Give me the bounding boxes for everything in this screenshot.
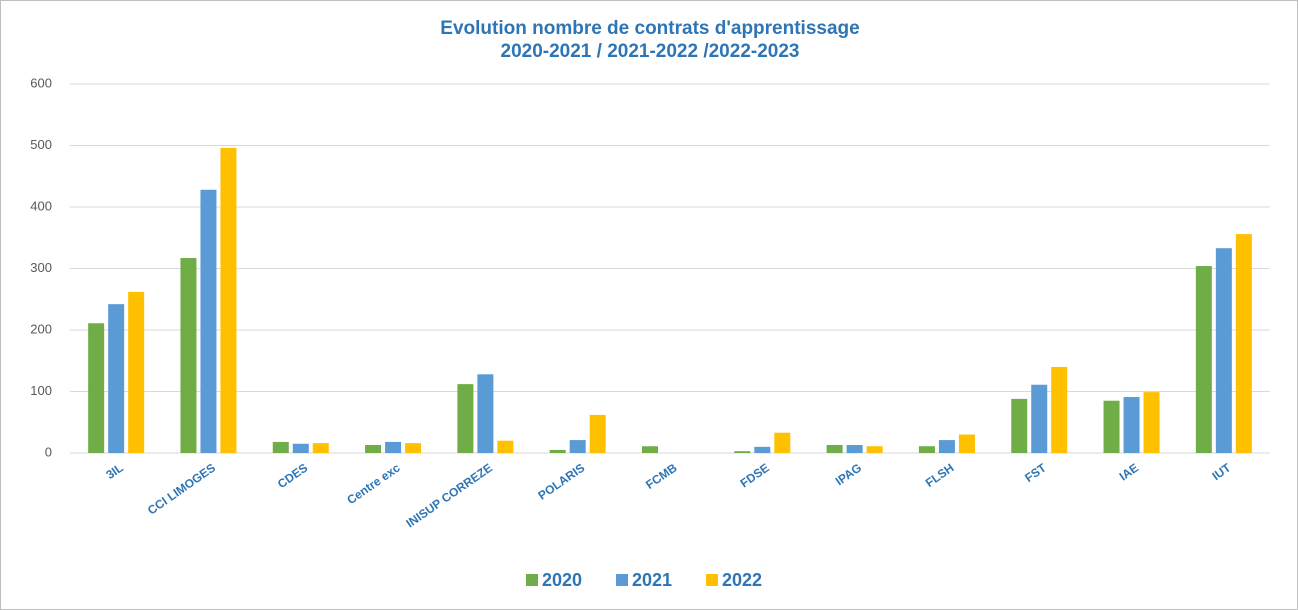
bar — [1195, 266, 1212, 453]
bar — [958, 434, 975, 453]
bar — [866, 446, 883, 453]
y-tick-label: 300 — [30, 260, 52, 275]
bar — [457, 384, 474, 453]
bar — [292, 443, 309, 453]
bar — [918, 446, 935, 453]
bar — [938, 440, 955, 453]
bar — [734, 451, 751, 453]
legend-label: 2020 — [542, 570, 582, 590]
bar — [312, 443, 329, 453]
bar — [1143, 392, 1160, 453]
bar — [1235, 234, 1252, 453]
bar — [272, 441, 289, 453]
bar — [549, 449, 566, 453]
bar — [569, 440, 586, 453]
bar — [1011, 398, 1028, 453]
chart-subtitle: 2020-2021 / 2021-2022 /2022-2023 — [501, 41, 800, 62]
legend-swatch — [616, 574, 628, 586]
bar — [754, 446, 771, 453]
y-tick-label: 600 — [30, 75, 52, 90]
bar — [108, 304, 125, 453]
bar — [642, 446, 658, 453]
bar — [497, 440, 514, 453]
bar — [477, 374, 494, 453]
bar — [774, 432, 791, 453]
legend-swatch — [706, 574, 718, 586]
bar — [589, 414, 606, 453]
y-tick-label: 0 — [45, 444, 52, 459]
bar — [1031, 384, 1048, 453]
bar — [220, 147, 237, 453]
bar — [1215, 248, 1232, 453]
bar — [200, 189, 217, 453]
bar — [1123, 397, 1140, 453]
legend-label: 2022 — [722, 570, 762, 590]
bar — [385, 441, 402, 453]
bar — [1051, 366, 1068, 453]
bar — [1103, 400, 1120, 453]
y-tick-label: 500 — [30, 137, 52, 152]
bar — [180, 258, 197, 453]
legend-swatch — [526, 574, 538, 586]
y-tick-label: 400 — [30, 198, 52, 213]
bar — [826, 445, 843, 453]
y-tick-label: 100 — [30, 383, 52, 398]
legend-label: 2021 — [632, 570, 672, 590]
y-tick-label: 200 — [30, 321, 52, 336]
bar — [88, 323, 105, 453]
chart-title: Evolution nombre de contrats d'apprentis… — [440, 18, 859, 39]
bar — [128, 291, 145, 453]
bar — [365, 445, 382, 453]
bar — [405, 443, 422, 453]
bar — [846, 445, 863, 453]
